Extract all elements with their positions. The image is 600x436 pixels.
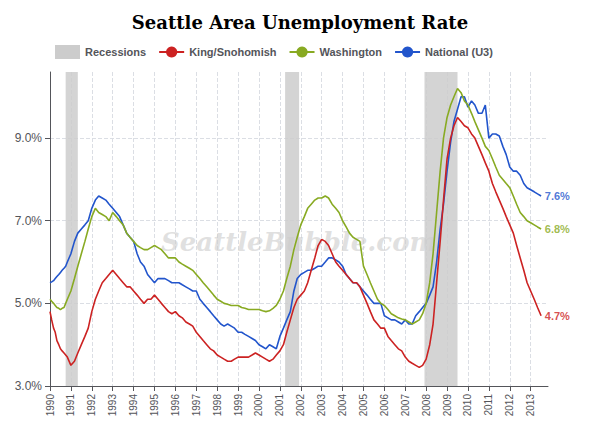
svg-text:2005: 2005	[358, 394, 369, 417]
svg-text:National (U3): National (U3)	[425, 46, 493, 58]
svg-text:1999: 1999	[233, 394, 244, 417]
svg-text:2001: 2001	[274, 394, 285, 417]
svg-text:2003: 2003	[316, 394, 327, 417]
svg-text:2013: 2013	[525, 394, 536, 417]
svg-text:SeattleBubble.com: SeattleBubble.com	[161, 226, 437, 257]
svg-text:9.0%: 9.0%	[15, 131, 43, 145]
svg-text:6.8%: 6.8%	[545, 223, 570, 235]
svg-text:2007: 2007	[400, 394, 411, 417]
svg-text:1995: 1995	[149, 394, 160, 417]
svg-text:2009: 2009	[442, 394, 453, 417]
svg-text:2004: 2004	[337, 394, 348, 417]
svg-text:1992: 1992	[86, 394, 97, 417]
svg-text:King/Snohomish: King/Snohomish	[189, 46, 277, 58]
svg-text:2011: 2011	[483, 394, 494, 416]
svg-text:1998: 1998	[212, 394, 223, 417]
svg-text:4.7%: 4.7%	[545, 310, 570, 322]
svg-text:2002: 2002	[295, 394, 306, 417]
svg-text:Seattle Area Unemployment Rate: Seattle Area Unemployment Rate	[132, 12, 468, 33]
svg-text:2012: 2012	[504, 394, 515, 417]
svg-text:1994: 1994	[128, 394, 139, 417]
svg-text:7.6%: 7.6%	[545, 190, 570, 202]
svg-text:1991: 1991	[65, 394, 76, 417]
svg-text:Washington: Washington	[320, 46, 383, 58]
svg-text:1997: 1997	[191, 394, 202, 417]
svg-text:2008: 2008	[421, 394, 432, 417]
svg-text:7.0%: 7.0%	[15, 214, 43, 228]
svg-text:Recessions: Recessions	[85, 46, 146, 58]
svg-text:2000: 2000	[253, 394, 264, 417]
svg-text:5.0%: 5.0%	[15, 296, 43, 310]
svg-text:2006: 2006	[379, 394, 390, 417]
svg-text:3.0%: 3.0%	[15, 379, 43, 393]
svg-text:1996: 1996	[170, 394, 181, 417]
svg-text:2010: 2010	[462, 394, 473, 417]
svg-text:1990: 1990	[45, 394, 56, 417]
svg-text:1993: 1993	[107, 394, 118, 417]
